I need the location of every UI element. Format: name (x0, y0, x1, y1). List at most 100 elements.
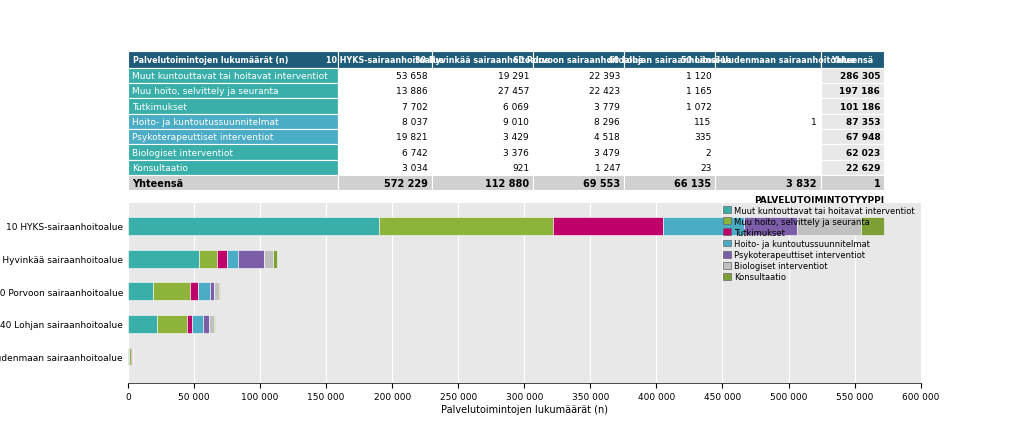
FancyBboxPatch shape (624, 84, 715, 99)
FancyBboxPatch shape (128, 52, 338, 69)
FancyBboxPatch shape (533, 69, 624, 84)
Text: 22 393: 22 393 (589, 72, 620, 81)
FancyBboxPatch shape (338, 114, 432, 130)
FancyBboxPatch shape (715, 52, 820, 69)
Text: 23: 23 (700, 163, 711, 172)
Text: 50 Länsi-Uudenmaan sairaanhoitoalue: 50 Länsi-Uudenmaan sairaanhoitoalue (681, 55, 855, 64)
FancyBboxPatch shape (533, 130, 624, 145)
Bar (128, 348, 129, 366)
FancyBboxPatch shape (624, 99, 715, 114)
Bar (227, 250, 238, 268)
Text: 286 305: 286 305 (840, 72, 880, 81)
Bar (797, 218, 861, 235)
FancyBboxPatch shape (715, 114, 820, 130)
FancyBboxPatch shape (624, 160, 715, 175)
Text: Hoito- ja kuntoutussuunnitelmat: Hoito- ja kuntoutussuunnitelmat (132, 118, 278, 126)
FancyBboxPatch shape (128, 69, 338, 84)
Text: 6 742: 6 742 (402, 148, 428, 157)
FancyBboxPatch shape (338, 84, 432, 99)
Text: 335: 335 (695, 133, 711, 142)
Bar (379, 218, 553, 235)
Text: 87 353: 87 353 (846, 118, 880, 126)
Bar (189, 283, 197, 301)
Bar (219, 283, 220, 301)
FancyBboxPatch shape (624, 145, 715, 160)
Text: 3 479: 3 479 (594, 148, 620, 157)
FancyBboxPatch shape (128, 145, 338, 160)
FancyBboxPatch shape (432, 114, 533, 130)
FancyBboxPatch shape (432, 99, 533, 114)
FancyBboxPatch shape (715, 99, 820, 114)
Text: Biologiset interventiot: Biologiset interventiot (132, 148, 233, 157)
Text: 19 291: 19 291 (497, 72, 529, 81)
Bar (198, 250, 217, 268)
FancyBboxPatch shape (432, 84, 533, 99)
FancyBboxPatch shape (128, 175, 338, 191)
Text: Konsultaatio: Konsultaatio (132, 163, 188, 172)
FancyBboxPatch shape (533, 84, 624, 99)
Bar (745, 218, 797, 235)
Text: 1: 1 (874, 178, 880, 188)
Bar (187, 315, 192, 333)
Text: 10 HYKS-sairaanhoitoalue: 10 HYKS-sairaanhoitoalue (325, 55, 444, 64)
Text: 1 120: 1 120 (685, 72, 711, 81)
Text: 1: 1 (811, 118, 816, 126)
Text: 27 457: 27 457 (497, 87, 529, 96)
Bar (553, 218, 663, 235)
Text: 2: 2 (706, 148, 711, 157)
FancyBboxPatch shape (624, 114, 715, 130)
Text: 572 229: 572 229 (384, 178, 428, 188)
FancyBboxPatch shape (432, 52, 533, 69)
Text: Tutkimukset: Tutkimukset (132, 102, 187, 111)
Bar (197, 283, 210, 301)
FancyBboxPatch shape (533, 52, 624, 69)
FancyBboxPatch shape (820, 145, 884, 160)
FancyBboxPatch shape (128, 160, 338, 175)
Text: 13 886: 13 886 (396, 87, 428, 96)
Text: 197 186: 197 186 (840, 87, 880, 96)
FancyBboxPatch shape (715, 145, 820, 160)
Text: 6 069: 6 069 (503, 102, 529, 111)
Text: Muu hoito, selvittely ja seuranta: Muu hoito, selvittely ja seuranta (132, 87, 278, 96)
FancyBboxPatch shape (624, 52, 715, 69)
Bar (214, 315, 215, 333)
FancyBboxPatch shape (533, 145, 624, 160)
Text: 53 658: 53 658 (396, 72, 428, 81)
Bar (861, 218, 884, 235)
Bar (217, 250, 227, 268)
Text: 7 702: 7 702 (402, 102, 428, 111)
FancyBboxPatch shape (338, 69, 432, 84)
Text: 8 037: 8 037 (402, 118, 428, 126)
Text: 115: 115 (695, 118, 711, 126)
Text: 22 423: 22 423 (589, 87, 620, 96)
FancyBboxPatch shape (128, 114, 338, 130)
FancyBboxPatch shape (820, 175, 884, 191)
Text: 60 Porvoon sairaanhoitoalue: 60 Porvoon sairaanhoitoalue (514, 55, 643, 64)
Text: 62 023: 62 023 (846, 148, 880, 157)
X-axis label: Palvelutoimintojen lukumäärät (n): Palvelutoimintojen lukumäärät (n) (441, 404, 608, 414)
Text: 1 165: 1 165 (685, 87, 711, 96)
Text: 3 429: 3 429 (503, 133, 529, 142)
FancyBboxPatch shape (128, 130, 338, 145)
FancyBboxPatch shape (338, 130, 432, 145)
Bar (128, 315, 158, 333)
Text: Palvelutoimintojen lukumäärät (n): Palvelutoimintojen lukumäärät (n) (133, 55, 288, 64)
Bar (192, 315, 203, 333)
FancyBboxPatch shape (432, 130, 533, 145)
Text: 3 376: 3 376 (503, 148, 529, 157)
FancyBboxPatch shape (820, 52, 884, 69)
Text: 3 034: 3 034 (402, 163, 428, 172)
Bar (238, 250, 264, 268)
FancyBboxPatch shape (432, 175, 533, 191)
FancyBboxPatch shape (338, 160, 432, 175)
Bar (129, 348, 131, 366)
FancyBboxPatch shape (432, 145, 533, 160)
Text: 22 629: 22 629 (846, 163, 880, 172)
Text: 3 779: 3 779 (594, 102, 620, 111)
Text: Muut kuntouttavat tai hoitavat interventiot: Muut kuntouttavat tai hoitavat intervent… (132, 72, 327, 81)
Text: 30 Hyvinkää sairaanhoitoalue: 30 Hyvinkää sairaanhoitoalue (415, 55, 549, 64)
Text: 101 186: 101 186 (840, 102, 880, 111)
FancyBboxPatch shape (820, 130, 884, 145)
Text: 1 072: 1 072 (685, 102, 711, 111)
Bar (209, 315, 214, 333)
